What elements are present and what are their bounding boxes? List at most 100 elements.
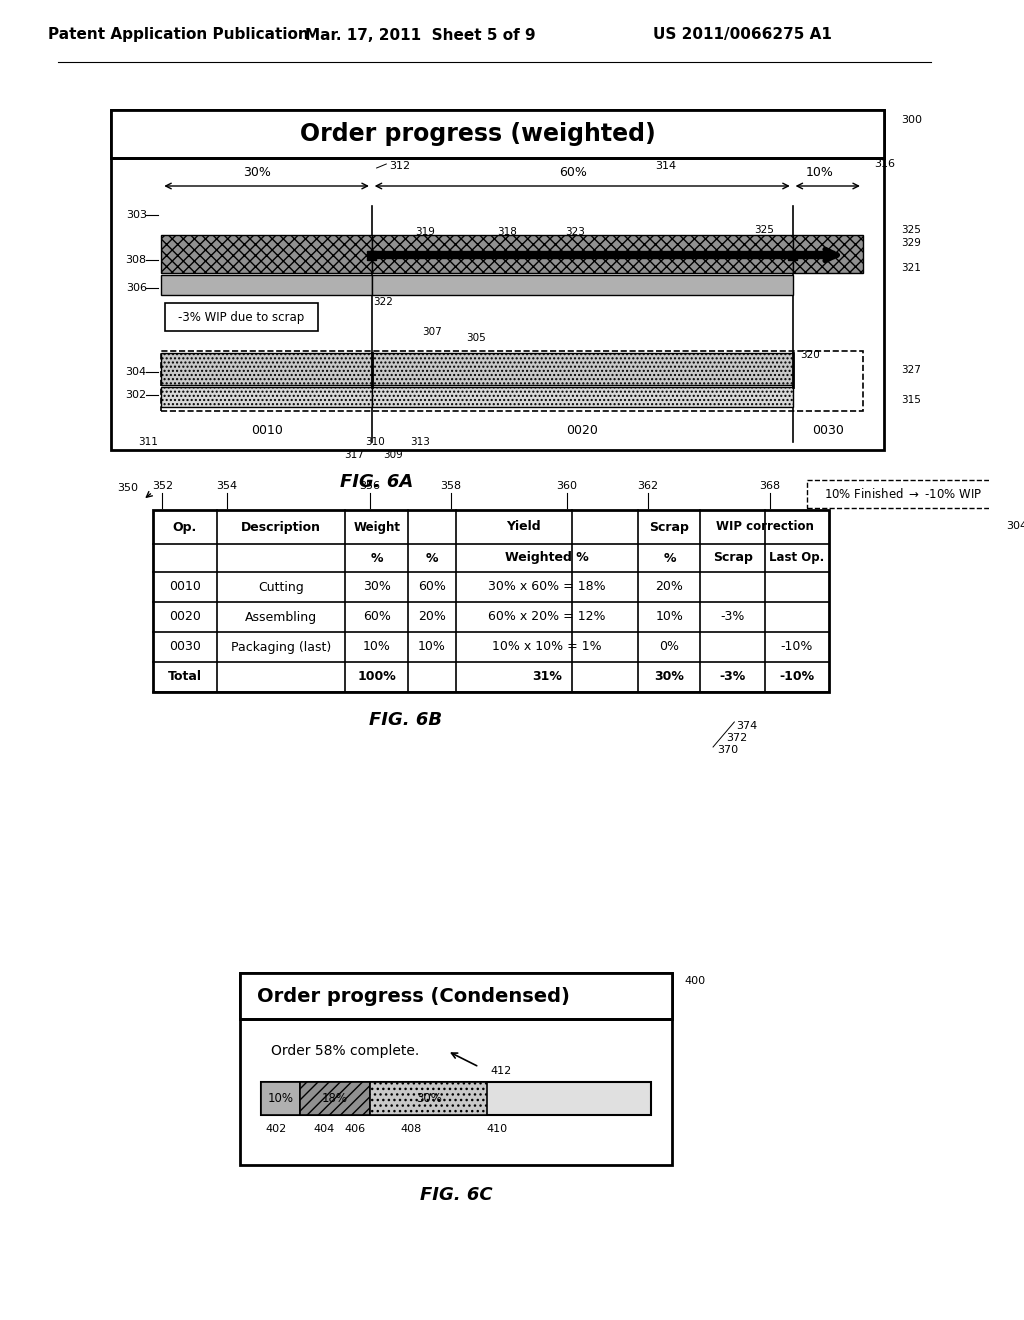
Text: 318: 318 [497,227,517,238]
Text: 308: 308 [126,255,146,265]
Text: %: % [426,552,438,565]
Text: Weighted %: Weighted % [505,552,589,565]
Text: 18%: 18% [322,1092,348,1105]
Text: 406: 406 [344,1125,366,1134]
Text: Mar. 17, 2011  Sheet 5 of 9: Mar. 17, 2011 Sheet 5 of 9 [305,28,536,42]
Bar [372,352,793,385]
Text: 412: 412 [490,1067,512,1076]
Text: 312: 312 [389,161,411,172]
Text: 10%: 10% [418,640,445,653]
Text: Op.: Op. [173,520,197,533]
Text: Total: Total [168,671,202,684]
Text: 20%: 20% [655,581,683,594]
Text: 325: 325 [754,224,773,235]
Bar [372,235,793,273]
Text: Weight: Weight [353,520,400,533]
Text: 302: 302 [126,389,146,400]
Text: 325: 325 [901,224,922,235]
Bar [240,973,673,1019]
Text: 303: 303 [126,210,146,220]
Text: 20%: 20% [418,610,445,623]
Text: 60%: 60% [362,610,391,623]
Bar [112,110,884,158]
Text: 408: 408 [400,1125,422,1134]
Text: WIP correction: WIP correction [716,520,814,533]
Text: Scrap: Scrap [713,552,753,565]
Bar [372,275,793,294]
Text: 100%: 100% [357,671,396,684]
Text: 0020: 0020 [566,424,598,437]
Text: Cutting: Cutting [258,581,304,594]
Text: Last Op.: Last Op. [769,552,824,565]
Bar [153,510,829,692]
Bar [162,351,863,411]
Text: -10%: -10% [780,640,813,653]
Text: 30%: 30% [654,671,684,684]
Text: 0020: 0020 [169,610,201,623]
Text: 319: 319 [415,227,435,238]
Text: 60% x 20% = 12%: 60% x 20% = 12% [488,610,606,623]
Text: 30%: 30% [416,1092,441,1105]
Text: 314: 314 [654,161,676,172]
Bar [162,235,372,273]
Text: 368: 368 [759,480,780,491]
Text: Assembling: Assembling [245,610,317,623]
Text: 313: 313 [411,437,430,447]
Text: 304: 304 [126,367,146,378]
Text: 323: 323 [565,227,585,238]
Text: FIG. 6B: FIG. 6B [370,711,442,729]
Text: 0030: 0030 [812,424,844,437]
Text: 10%: 10% [806,166,834,180]
Bar [112,110,884,450]
Text: -10%: -10% [779,671,814,684]
Text: 321: 321 [901,263,922,273]
Text: -3%: -3% [720,671,745,684]
Bar [807,480,998,508]
Text: Order progress (weighted): Order progress (weighted) [300,121,655,147]
Bar [240,973,673,1166]
Text: Yield: Yield [506,520,541,533]
Text: 404: 404 [314,1125,335,1134]
Text: %: % [371,552,383,565]
Text: 306: 306 [126,282,146,293]
Text: Patent Application Publication: Patent Application Publication [48,28,309,42]
Text: 30% x 60% = 18%: 30% x 60% = 18% [488,581,606,594]
Text: 358: 358 [440,480,462,491]
Text: 305: 305 [466,333,486,343]
Bar [261,1082,651,1115]
Text: Scrap: Scrap [649,520,689,533]
Text: 10%: 10% [655,610,683,623]
Text: FIG. 6C: FIG. 6C [420,1185,493,1204]
Text: 309: 309 [383,450,402,459]
Bar [372,387,793,407]
Text: 10%: 10% [267,1092,294,1105]
Text: 320: 320 [800,350,820,360]
Text: 0010: 0010 [169,581,201,594]
Text: 410: 410 [486,1125,508,1134]
Text: 350: 350 [117,483,138,492]
Text: 60%: 60% [418,581,445,594]
Text: 374: 374 [736,721,758,731]
Bar [793,235,863,273]
Text: Order 58% complete.: Order 58% complete. [270,1044,419,1059]
Text: 300: 300 [901,115,923,125]
Bar [165,304,317,331]
Bar [162,387,372,407]
Text: 400: 400 [684,975,706,986]
Text: FIG. 6A: FIG. 6A [340,473,414,491]
Text: 370: 370 [717,744,738,755]
Text: 31%: 31% [532,671,562,684]
Text: 10%: 10% [362,640,391,653]
Text: 10% Finished $\rightarrow$ -10% WIP: 10% Finished $\rightarrow$ -10% WIP [823,487,982,502]
Text: Description: Description [242,520,322,533]
Text: 30%: 30% [362,581,391,594]
Bar [162,352,372,385]
Text: 307: 307 [422,327,441,337]
Text: 322: 322 [374,297,393,308]
Text: 372: 372 [727,733,748,743]
Text: 60%: 60% [559,166,587,180]
Text: 362: 362 [637,480,658,491]
Text: 304: 304 [1007,521,1024,531]
Text: 360: 360 [557,480,578,491]
Text: 10% x 10% = 1%: 10% x 10% = 1% [493,640,602,653]
